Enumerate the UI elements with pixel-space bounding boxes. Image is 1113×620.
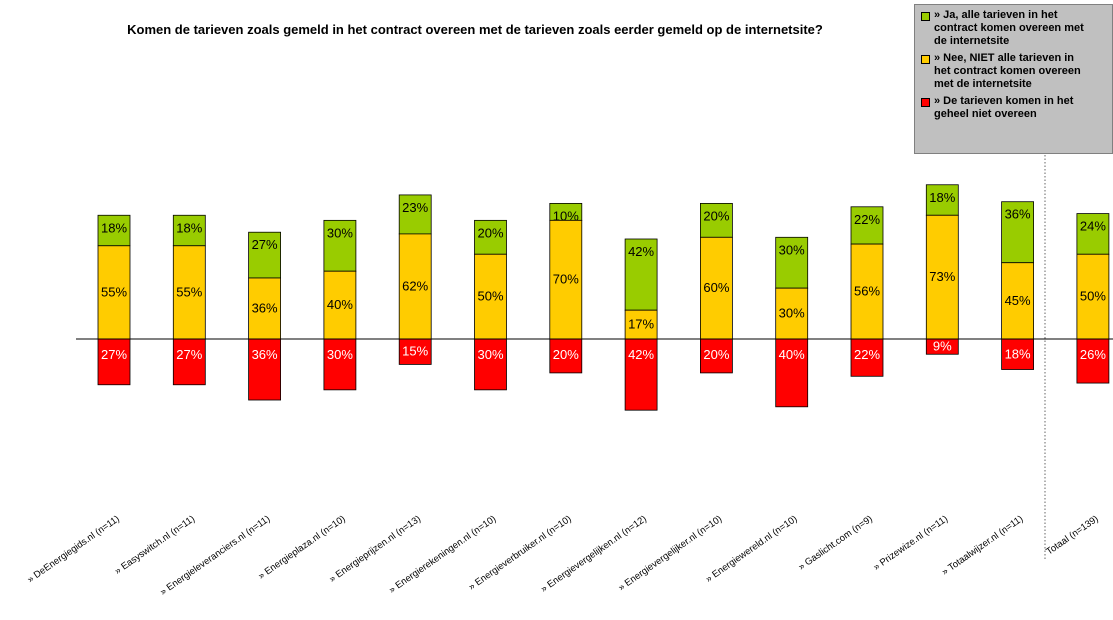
legend-swatch-nee: [921, 55, 930, 64]
data-label-ja-5: 20%: [477, 225, 503, 240]
bar-niet-9: [775, 338, 809, 408]
data-label-nee-11: 73%: [929, 269, 955, 284]
data-label-nee-6: 70%: [553, 272, 579, 287]
bar-ja-13: [1076, 213, 1110, 255]
data-label-niet-9: 40%: [779, 347, 805, 362]
data-label-niet-8: 20%: [703, 347, 729, 362]
data-label-ja-11: 18%: [929, 190, 955, 205]
data-label-niet-12: 18%: [1005, 346, 1031, 361]
bar-niet-8: [700, 338, 733, 374]
data-label-ja-6: 10%: [553, 208, 579, 223]
data-label-niet-1: 27%: [176, 347, 202, 362]
legend-item-ja: » Ja, alle tarieven in het contract kome…: [921, 9, 1112, 48]
data-label-niet-3: 30%: [327, 347, 353, 362]
bar-nee-9: [775, 287, 809, 340]
bar-nee-3: [323, 270, 357, 340]
legend-item-niet: » De tarieven komen in het geheel niet o…: [921, 95, 1112, 121]
bar-nee-13: [1076, 253, 1110, 340]
bar-niet-0: [97, 338, 131, 386]
data-label-nee-2: 36%: [252, 300, 278, 315]
data-label-nee-0: 55%: [101, 284, 127, 299]
data-label-niet-0: 27%: [101, 347, 127, 362]
category-label-10: » Gaslicht.com (n=9): [796, 513, 874, 572]
data-label-nee-4: 62%: [402, 278, 428, 293]
bar-niet-1: [172, 338, 206, 386]
data-label-ja-2: 27%: [252, 237, 278, 252]
data-label-ja-8: 20%: [703, 208, 729, 223]
bar-ja-4: [398, 194, 432, 235]
data-label-niet-2: 36%: [252, 347, 278, 362]
data-label-niet-7: 42%: [628, 347, 654, 362]
data-label-ja-1: 18%: [176, 220, 202, 235]
category-label-1: » Easyswitch.nl (n=11): [113, 513, 197, 577]
data-label-niet-10: 22%: [854, 347, 880, 362]
category-label-12: » Totaalwijzer.nl (n=11): [940, 513, 1025, 577]
data-label-niet-13: 26%: [1080, 347, 1106, 362]
legend-item-nee: » Nee, NIET alle tarieven in het contrac…: [921, 52, 1112, 91]
bar-nee-1: [172, 245, 206, 340]
bar-ja-9: [775, 236, 809, 289]
data-label-ja-9: 30%: [779, 242, 805, 257]
data-label-nee-7: 17%: [628, 317, 654, 332]
data-label-niet-5: 30%: [477, 347, 503, 362]
data-label-ja-10: 22%: [854, 212, 880, 227]
chart-title: Komen de tarieven zoals gemeld in het co…: [127, 22, 823, 37]
data-label-nee-10: 56%: [854, 284, 880, 299]
legend-label-niet: » De tarieven komen in het geheel niet o…: [934, 95, 1074, 120]
bar-ja-2: [248, 231, 282, 279]
data-label-ja-4: 23%: [402, 200, 428, 215]
data-label-nee-8: 60%: [703, 280, 729, 295]
bar-ja-1: [172, 214, 206, 247]
legend-swatch-ja: [921, 12, 930, 21]
bar-ja-10: [850, 206, 884, 245]
category-label-0: » DeEnergiegids.nl (n=11): [25, 513, 121, 585]
bar-nee-11: [925, 214, 959, 340]
bar-nee-4: [398, 233, 432, 340]
bar-ja-11: [925, 184, 959, 216]
data-label-nee-3: 40%: [327, 297, 353, 312]
bar-niet-6: [549, 338, 583, 374]
data-label-ja-13: 24%: [1080, 219, 1106, 234]
data-label-nee-13: 50%: [1080, 289, 1106, 304]
bar-ja-0: [97, 214, 131, 247]
data-label-niet-11: 9%: [933, 339, 952, 354]
data-label-ja-12: 36%: [1005, 207, 1031, 222]
data-label-niet-4: 15%: [402, 344, 428, 359]
data-label-nee-9: 30%: [779, 306, 805, 321]
legend: » Ja, alle tarieven in het contract kome…: [914, 4, 1113, 154]
data-label-ja-0: 18%: [101, 220, 127, 235]
legend-label-ja: » Ja, alle tarieven in het contract kome…: [934, 9, 1084, 47]
bar-niet-13: [1076, 338, 1110, 384]
legend-label-nee: » Nee, NIET alle tarieven in het contrac…: [934, 52, 1081, 90]
category-label-13: Totaal (n=139): [1044, 513, 1100, 557]
data-label-ja-7: 42%: [628, 244, 654, 259]
legend-swatch-niet: [921, 98, 930, 107]
bar-nee-10: [850, 243, 884, 340]
data-label-nee-12: 45%: [1005, 293, 1031, 308]
data-label-nee-5: 50%: [477, 289, 503, 304]
bar-nee-7: [624, 309, 658, 340]
data-label-nee-1: 55%: [176, 284, 202, 299]
bar-nee-8: [700, 236, 733, 340]
bar-ja-12: [1001, 201, 1034, 264]
bar-ja-8: [700, 202, 733, 238]
bar-niet-10: [850, 338, 884, 377]
data-label-niet-6: 20%: [553, 347, 579, 362]
bar-niet-3: [323, 338, 357, 391]
bar-nee-12: [1001, 262, 1034, 340]
bar-ja-3: [323, 219, 357, 272]
bar-nee-6: [549, 219, 583, 340]
bar-niet-12: [1001, 338, 1034, 370]
data-label-ja-3: 30%: [327, 225, 353, 240]
category-label-11: » Prizewize.nl (n=11): [871, 513, 950, 573]
